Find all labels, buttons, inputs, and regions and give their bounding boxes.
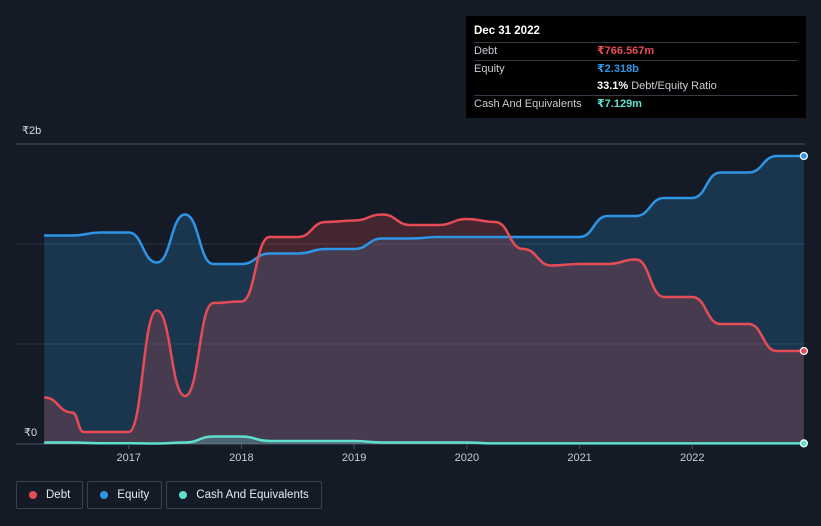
tooltip-date: Dec 31 2022 [474,25,540,37]
cash-and-equivalents-area [44,436,804,444]
tooltip-cash-row: Cash And Equivalents ₹7.129m [474,95,798,113]
tooltip-equity-row: Equity ₹2.318b [474,60,798,78]
marker-layer [799,151,808,448]
equity-area [44,156,804,444]
tooltip-ratio-label: Debt/Equity Ratio [631,80,717,92]
x-tick-label: 2021 [567,452,591,464]
line-layer [44,154,804,445]
chart-tooltip: Dec 31 2022 Debt ₹766.567m Equity ₹2.318… [466,16,806,118]
cash-and-equivalents-end-marker [799,439,808,448]
legend-item-equity[interactable]: Equity [87,481,163,509]
tooltip-cash-value: ₹7.129m [597,98,642,110]
tooltip-equity-label: Equity [474,63,505,75]
y-tick-label-zero: ₹0 [24,427,37,439]
x-tick-label: 2022 [680,452,704,464]
legend-item-cash[interactable]: Cash And Equivalents [166,481,322,509]
legend-debt-label: Debt [46,489,71,501]
debt-line [44,213,804,434]
y-tick-label-top: ₹2b [22,125,41,137]
legend-debt-dot [29,491,37,499]
tooltip-cash-label: Cash And Equivalents [474,98,582,110]
tooltip-debt-value: ₹766.567m [597,45,655,57]
tooltip-ratio-row: 33.1% Debt/Equity Ratio [474,78,798,95]
x-tick-label: 2019 [342,452,366,464]
legend-equity-label: Equity [117,489,150,501]
tooltip-debt-row: Debt ₹766.567m [474,42,798,60]
area-layer [44,156,804,444]
equity-line [44,154,804,266]
legend-cash-dot [179,491,188,499]
legend-item-debt[interactable]: Debt [16,481,84,509]
tooltip-equity-value: ₹2.318b [597,63,639,75]
cash-and-equivalents-line [44,435,804,445]
equity-end-marker [799,151,808,161]
x-tick-label: 2020 [455,452,479,464]
chart-legend: Debt Equity Cash And Equivalents [16,481,322,509]
x-tick-label: 2018 [229,452,253,464]
x-tick-label: 2017 [116,452,140,464]
tooltip-ratio-value: 33.1% [597,80,629,92]
debt-end-marker [799,346,808,356]
tooltip-debt-label: Debt [474,45,498,57]
legend-cash-label: Cash And Equivalents [196,489,309,501]
legend-equity-dot [100,491,109,499]
debt-area [44,214,804,444]
axis-layer: ₹2b ₹0 2017 2018 2019 2020 2021 2022 [22,125,705,464]
